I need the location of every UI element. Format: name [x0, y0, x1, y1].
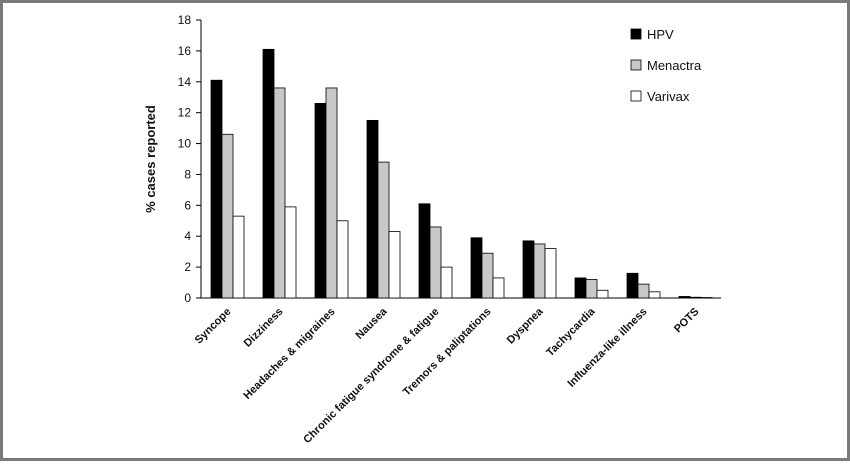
bar-menactra-2	[325, 87, 338, 299]
y-tick-label: 14	[178, 75, 192, 89]
bar-hpv-6	[522, 240, 535, 299]
bar-varivax-2	[336, 220, 349, 299]
bar-varivax-8	[648, 291, 661, 299]
bar-menactra-5	[481, 252, 494, 299]
y-tick-label: 10	[178, 137, 192, 151]
x-category-label: Dizziness	[242, 306, 286, 350]
y-tick-label: 12	[178, 106, 192, 120]
y-tick-label: 6	[184, 198, 191, 212]
bar-chart: 0 2 4 6 8 10 12 14 16 18 Syncope DizzinessHeadache…	[143, 13, 721, 446]
x-category-label: Dyspnea	[505, 305, 547, 347]
x-category-label: Headaches & migraines	[241, 306, 337, 402]
legend-swatch-menactra	[630, 59, 642, 71]
bar-menactra-9	[689, 296, 702, 299]
bar-menactra-0	[221, 133, 234, 299]
bar-hpv-7	[574, 277, 587, 299]
y-axis-ticks: 0 2 4 6 8 10 12 14 16 18	[178, 13, 201, 305]
y-tick-label: 0	[184, 291, 191, 305]
y-tick-label: 8	[184, 167, 191, 181]
bar-varivax-1	[284, 206, 297, 299]
bar-hpv-9	[678, 296, 691, 299]
bar-hpv-8	[626, 272, 639, 299]
bar-varivax-9	[700, 297, 713, 299]
bar-hpv-1	[262, 48, 275, 299]
bar-menactra-3	[377, 161, 390, 299]
y-tick-label: 18	[178, 13, 192, 27]
bar-hpv-2	[314, 103, 327, 299]
bar-menactra-7	[585, 279, 598, 299]
y-tick-label: 2	[184, 260, 191, 274]
legend-label-menactra: Menactra	[647, 58, 702, 73]
bar-varivax-6	[544, 248, 557, 299]
x-category-label: Tremors & paliptations	[401, 306, 494, 399]
bar-varivax-3	[388, 231, 401, 299]
x-category-label: Tachycardia	[544, 305, 598, 359]
y-axis-title: % cases reported	[143, 105, 158, 213]
bar-hpv-3	[366, 119, 379, 299]
bar-menactra-8	[637, 283, 650, 299]
bar-hpv-5	[470, 237, 483, 299]
bar-varivax-4	[440, 266, 453, 299]
y-tick-label: 4	[184, 229, 191, 243]
legend-label-hpv: HPV	[647, 27, 674, 42]
x-category-label: Syncope	[193, 306, 234, 347]
bar-menactra-1	[273, 87, 286, 299]
bar-varivax-0	[232, 215, 245, 299]
bar-menactra-4	[429, 226, 442, 299]
bar-hpv-0	[210, 79, 223, 299]
x-category-label: POTS	[672, 306, 702, 336]
legend-label-varivax: Varivax	[647, 89, 690, 104]
bar-varivax-5	[492, 277, 505, 299]
bar-hpv-4	[418, 203, 431, 299]
legend-swatch-varivax	[630, 90, 642, 102]
legend: HPV Menactra Varivax	[630, 27, 702, 104]
bar-varivax-7	[596, 289, 609, 299]
y-tick-label: 16	[178, 44, 192, 58]
legend-swatch-hpv	[630, 28, 642, 40]
x-category-label: Nausea	[353, 305, 390, 342]
bar-menactra-6	[533, 243, 546, 299]
bars	[210, 48, 713, 299]
